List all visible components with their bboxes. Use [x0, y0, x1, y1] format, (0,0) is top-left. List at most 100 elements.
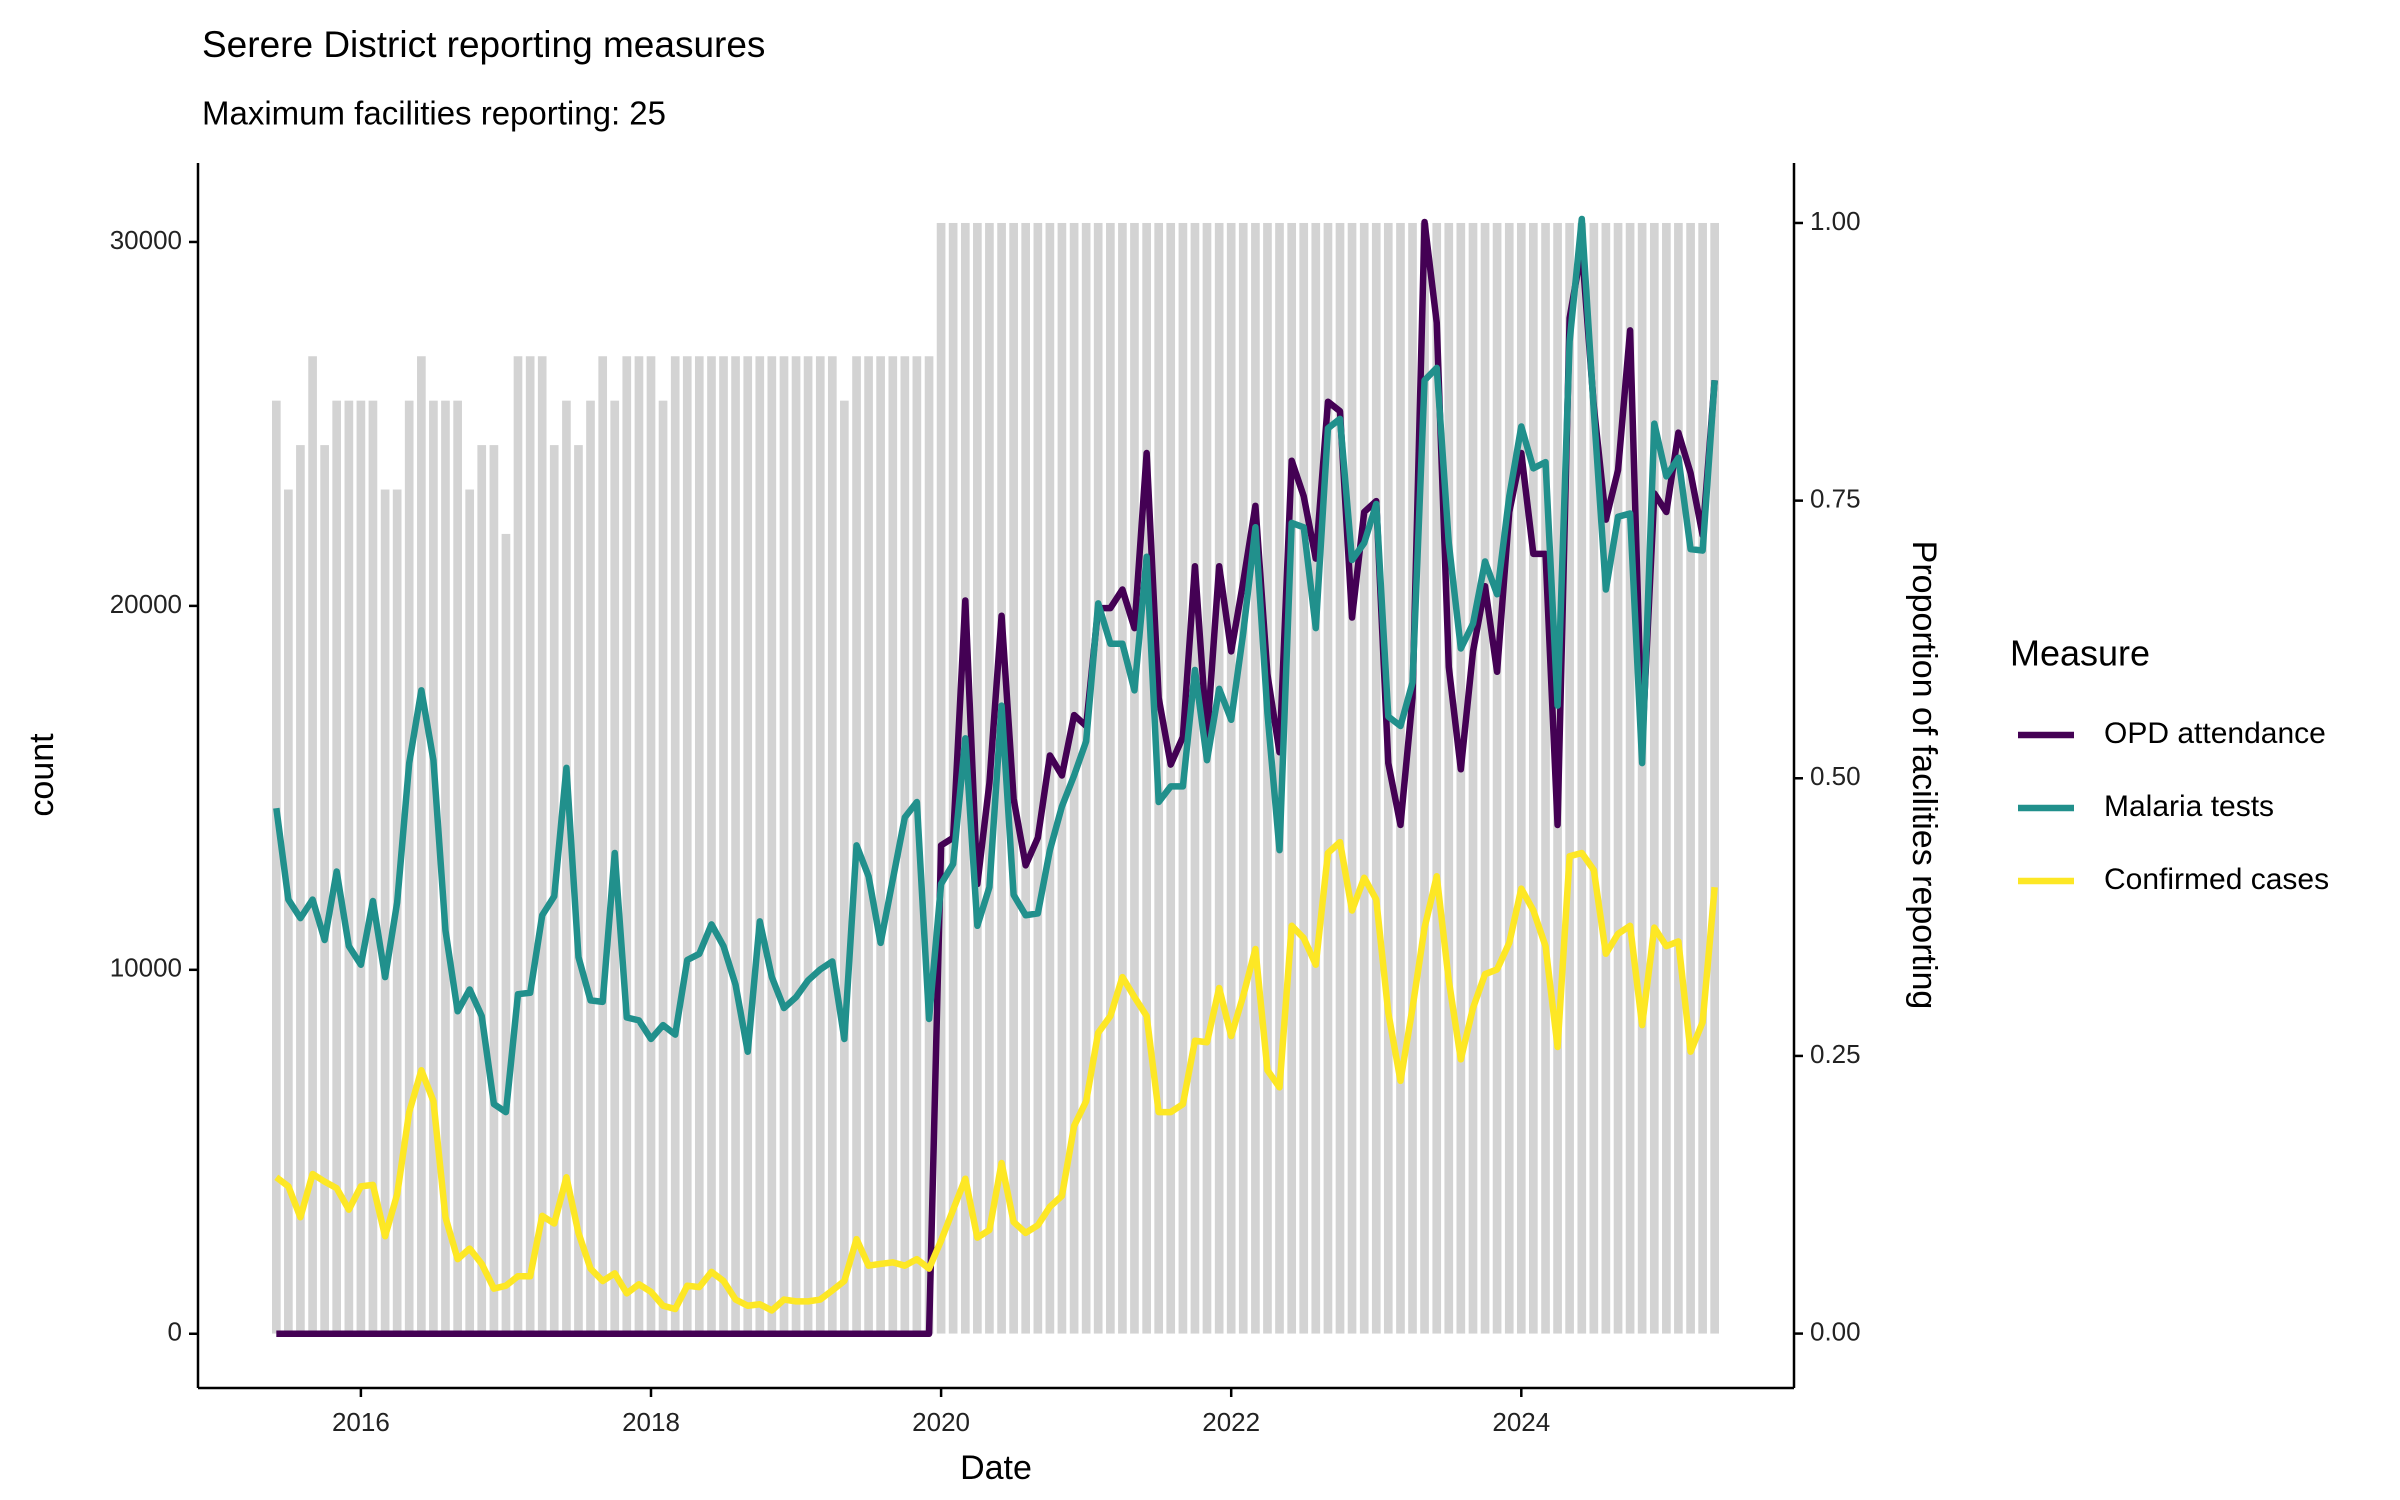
bar: [404, 400, 414, 1334]
y2-tick-label: 0.50: [1810, 761, 1861, 791]
bar: [1637, 222, 1647, 1334]
bar: [1033, 222, 1043, 1334]
y2-tick-label: 0.00: [1810, 1316, 1861, 1346]
bar: [296, 445, 305, 1334]
bar: [1311, 222, 1321, 1334]
bar: [1686, 222, 1695, 1334]
y-tick-label: 30000: [110, 225, 182, 255]
series-line: [273, 215, 1718, 1116]
bar: [815, 356, 825, 1334]
bar: [1662, 222, 1671, 1334]
bar: [1480, 222, 1490, 1334]
bar: [1251, 222, 1260, 1334]
bar: [1142, 222, 1151, 1334]
legend-label: OPD attendance: [2104, 717, 2326, 750]
bar: [731, 356, 740, 1334]
bar: [598, 356, 608, 1334]
y2-tick-label: 0.75: [1810, 483, 1861, 513]
x-tick-label: 2018: [622, 1407, 680, 1437]
bar: [1649, 222, 1659, 1334]
bar: [429, 400, 438, 1334]
bar: [755, 356, 765, 1334]
x-tick-label: 2024: [1492, 1407, 1550, 1437]
bar: [1408, 222, 1417, 1334]
bar: [1021, 222, 1030, 1334]
bar: [1577, 222, 1587, 1334]
bar: [441, 400, 450, 1334]
bar: [417, 356, 426, 1334]
bar: [1516, 222, 1526, 1334]
bar: [356, 400, 366, 1334]
bar: [1468, 222, 1478, 1334]
bar: [1238, 222, 1248, 1334]
bar: [1214, 222, 1224, 1334]
bar: [320, 445, 329, 1334]
y2-tick-label: 0.25: [1810, 1039, 1861, 1069]
bar: [1202, 222, 1212, 1334]
bar: [1347, 222, 1357, 1334]
bar: [1371, 222, 1381, 1334]
bar: [453, 400, 462, 1334]
x-axis-title: Date: [960, 1449, 1032, 1487]
bar: [900, 356, 910, 1334]
bar: [1081, 222, 1091, 1334]
x-tick-label: 2022: [1202, 1407, 1260, 1437]
y-tick-label: 0: [168, 1317, 182, 1347]
bar: [1504, 222, 1514, 1334]
bar: [767, 356, 777, 1334]
bar: [682, 356, 692, 1334]
chart-title: Serere District reporting measures: [202, 24, 765, 65]
bar: [1166, 222, 1176, 1334]
bar: [1359, 222, 1369, 1334]
chart-subtitle: Maximum facilities reporting: 25: [202, 95, 666, 132]
bar: [308, 356, 317, 1334]
bar: [574, 445, 583, 1334]
bar: [368, 400, 378, 1334]
bar: [1529, 222, 1538, 1334]
bar: [525, 356, 535, 1334]
y2-axis-title: Proportion of facilities reporting: [1905, 541, 1943, 1010]
bar: [973, 222, 982, 1334]
bar: [719, 356, 728, 1334]
bar: [271, 400, 281, 1334]
bar: [936, 222, 946, 1334]
y-axis-title: count: [23, 733, 61, 817]
bar: [1710, 222, 1719, 1334]
series-line: [274, 838, 1718, 1314]
x-tick-label: 2016: [332, 1407, 390, 1437]
bar: [827, 356, 837, 1334]
bar: [1625, 222, 1635, 1334]
bar: [1674, 222, 1683, 1334]
bar: [779, 356, 789, 1334]
bar: [1444, 222, 1454, 1334]
bar: [1323, 222, 1333, 1334]
bar: [1396, 222, 1405, 1334]
bar: [1420, 222, 1429, 1334]
bar: [586, 400, 595, 1334]
bar: [1589, 222, 1599, 1334]
bar: [332, 400, 342, 1334]
bar: [1492, 222, 1502, 1334]
bar: [670, 356, 680, 1334]
y2-tick-label: 1.00: [1810, 206, 1861, 236]
x-tick-label: 2020: [912, 1407, 970, 1437]
bar: [380, 489, 390, 1334]
bar: [658, 400, 668, 1334]
bar: [646, 356, 656, 1334]
bar: [1613, 222, 1623, 1334]
bar: [1130, 222, 1139, 1334]
bar: [803, 356, 813, 1334]
bar: [537, 356, 547, 1334]
bar: [1106, 222, 1115, 1334]
bar: [743, 356, 753, 1334]
bar: [1118, 222, 1127, 1334]
bar: [1190, 222, 1200, 1334]
bar: [876, 356, 885, 1334]
bar: [1541, 222, 1550, 1334]
bar: [465, 489, 475, 1334]
bar: [1287, 222, 1297, 1334]
legend-label: Malaria tests: [2104, 790, 2274, 823]
bar: [924, 356, 934, 1334]
bar: [1045, 222, 1055, 1334]
y-tick-label: 20000: [110, 589, 182, 619]
